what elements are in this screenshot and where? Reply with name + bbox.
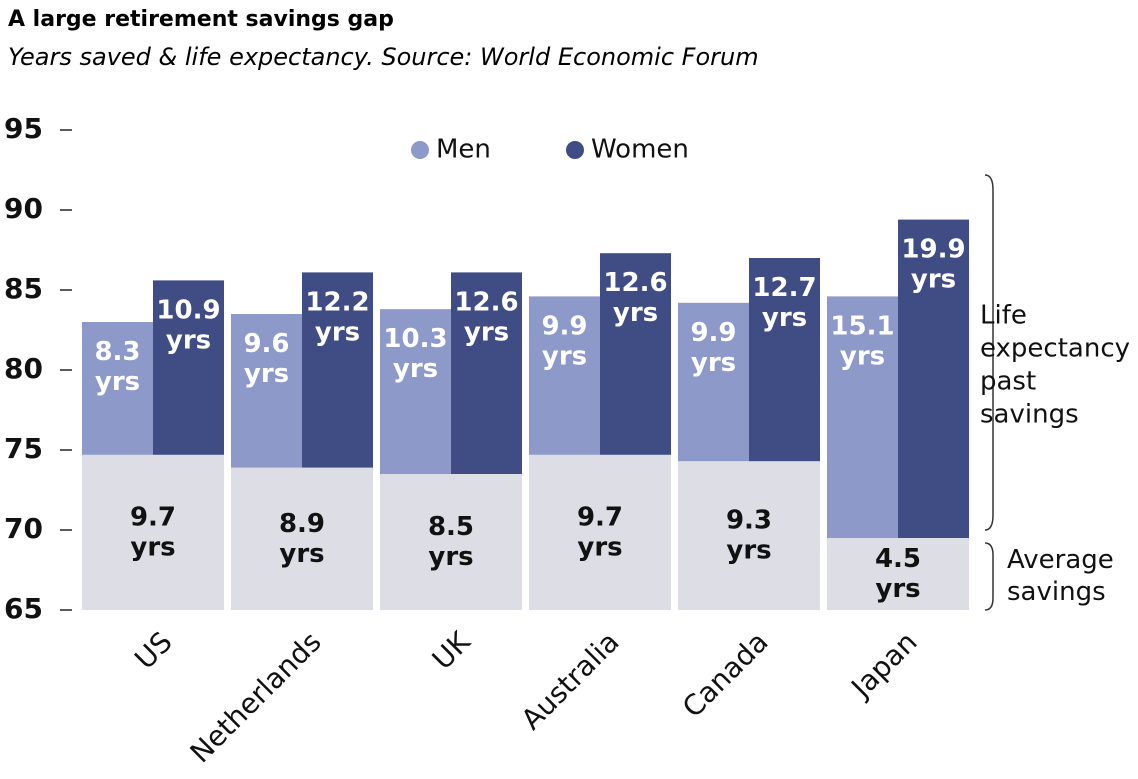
value-label: 8.3 yrs <box>94 337 140 397</box>
x-tick-label: Canada <box>676 625 775 724</box>
x-tick-label: Japan <box>844 625 924 705</box>
y-tick-label: 85 <box>4 272 43 305</box>
x-tick-label: Netherlands <box>184 625 328 769</box>
brace <box>984 542 994 611</box>
bar <box>380 309 451 474</box>
y-tick-label: 80 <box>4 352 43 385</box>
y-tick-label: 70 <box>4 512 43 545</box>
value-label: 12.7 yrs <box>752 273 816 333</box>
value-label: 19.9 yrs <box>901 234 965 294</box>
savings-bar <box>678 461 820 610</box>
annotation: Average savings <box>1007 545 1114 607</box>
value-label: 4.5 yrs <box>875 544 921 604</box>
value-label: 12.6 yrs <box>454 287 518 347</box>
value-label: 15.1 yrs <box>830 311 894 371</box>
value-label: 9.7 yrs <box>130 502 176 562</box>
y-tick-label: 95 <box>4 112 43 145</box>
y-tick-label: 75 <box>4 432 43 465</box>
savings-bar <box>231 467 373 610</box>
bar <box>231 314 302 468</box>
x-tick-label: Australia <box>515 625 626 736</box>
bar <box>827 296 898 538</box>
value-label: 9.6 yrs <box>243 329 289 389</box>
bar <box>749 258 820 462</box>
savings-bar <box>827 538 969 610</box>
savings-bar <box>380 474 522 610</box>
bar <box>451 272 522 474</box>
bar <box>82 322 153 455</box>
value-label: 9.9 yrs <box>690 317 736 377</box>
x-tick-label: UK <box>426 625 477 676</box>
brace <box>984 174 994 531</box>
value-label: 12.6 yrs <box>603 268 667 328</box>
legend-label: Men <box>436 135 491 165</box>
bar <box>302 272 373 468</box>
chart-subtitle: Years saved & life expectancy. Source: W… <box>8 43 759 71</box>
legend-swatch <box>566 141 584 159</box>
chart-title: A large retirement savings gap <box>8 7 394 32</box>
savings-bar <box>529 454 671 610</box>
value-label: 8.5 yrs <box>428 512 474 572</box>
annotation: Life expectancy past savings <box>980 300 1130 429</box>
bar <box>153 280 224 455</box>
bar <box>898 219 969 538</box>
legend-label: Women <box>591 135 689 165</box>
value-label: 8.9 yrs <box>279 508 325 568</box>
savings-bar <box>82 454 224 610</box>
value-label: 12.2 yrs <box>305 287 369 347</box>
y-tick-label: 90 <box>4 192 43 225</box>
x-tick-label: US <box>128 625 178 675</box>
value-label: 9.7 yrs <box>577 502 623 562</box>
value-label: 9.3 yrs <box>726 505 772 565</box>
bar <box>529 296 600 455</box>
value-label: 10.3 yrs <box>383 324 447 384</box>
bar <box>678 302 749 462</box>
legend-swatch <box>411 141 429 159</box>
y-tick-label: 65 <box>4 592 43 625</box>
value-label: 9.9 yrs <box>541 311 587 371</box>
value-label: 10.9 yrs <box>156 295 220 355</box>
bar <box>600 253 671 455</box>
